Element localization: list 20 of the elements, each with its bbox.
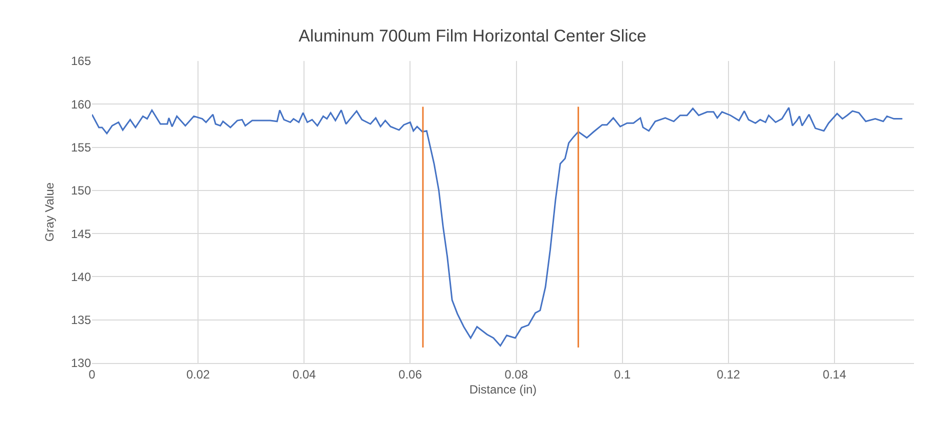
y-tick-label: 145: [70, 226, 92, 241]
x-tick-label: 0.12: [716, 367, 740, 382]
y-axis-title: Gray Value: [42, 182, 56, 242]
chart-title: Aluminum 700um Film Horizontal Center Slice: [298, 26, 646, 46]
x-tick-label: 0.14: [822, 367, 846, 382]
y-tick-label: 150: [70, 184, 92, 198]
x-tick-label: 0.02: [186, 367, 210, 382]
y-tick-label: 140: [70, 270, 92, 284]
line-series: [92, 106, 904, 346]
y-tick-label: 155: [70, 140, 92, 154]
y-tick-label: 160: [70, 97, 92, 112]
y-tick-label: 165: [70, 54, 92, 68]
x-tick-label: 0: [88, 367, 96, 382]
x-tick-label: 0.04: [292, 367, 316, 382]
x-tick-label: 0.1: [614, 367, 631, 382]
y-tick-label: 130: [70, 356, 92, 370]
y-tick-label: 135: [70, 313, 92, 328]
x-tick-label: 0.08: [504, 367, 528, 382]
x-tick-label: 0.06: [398, 367, 422, 382]
x-axis-title: Distance (in): [469, 382, 537, 396]
